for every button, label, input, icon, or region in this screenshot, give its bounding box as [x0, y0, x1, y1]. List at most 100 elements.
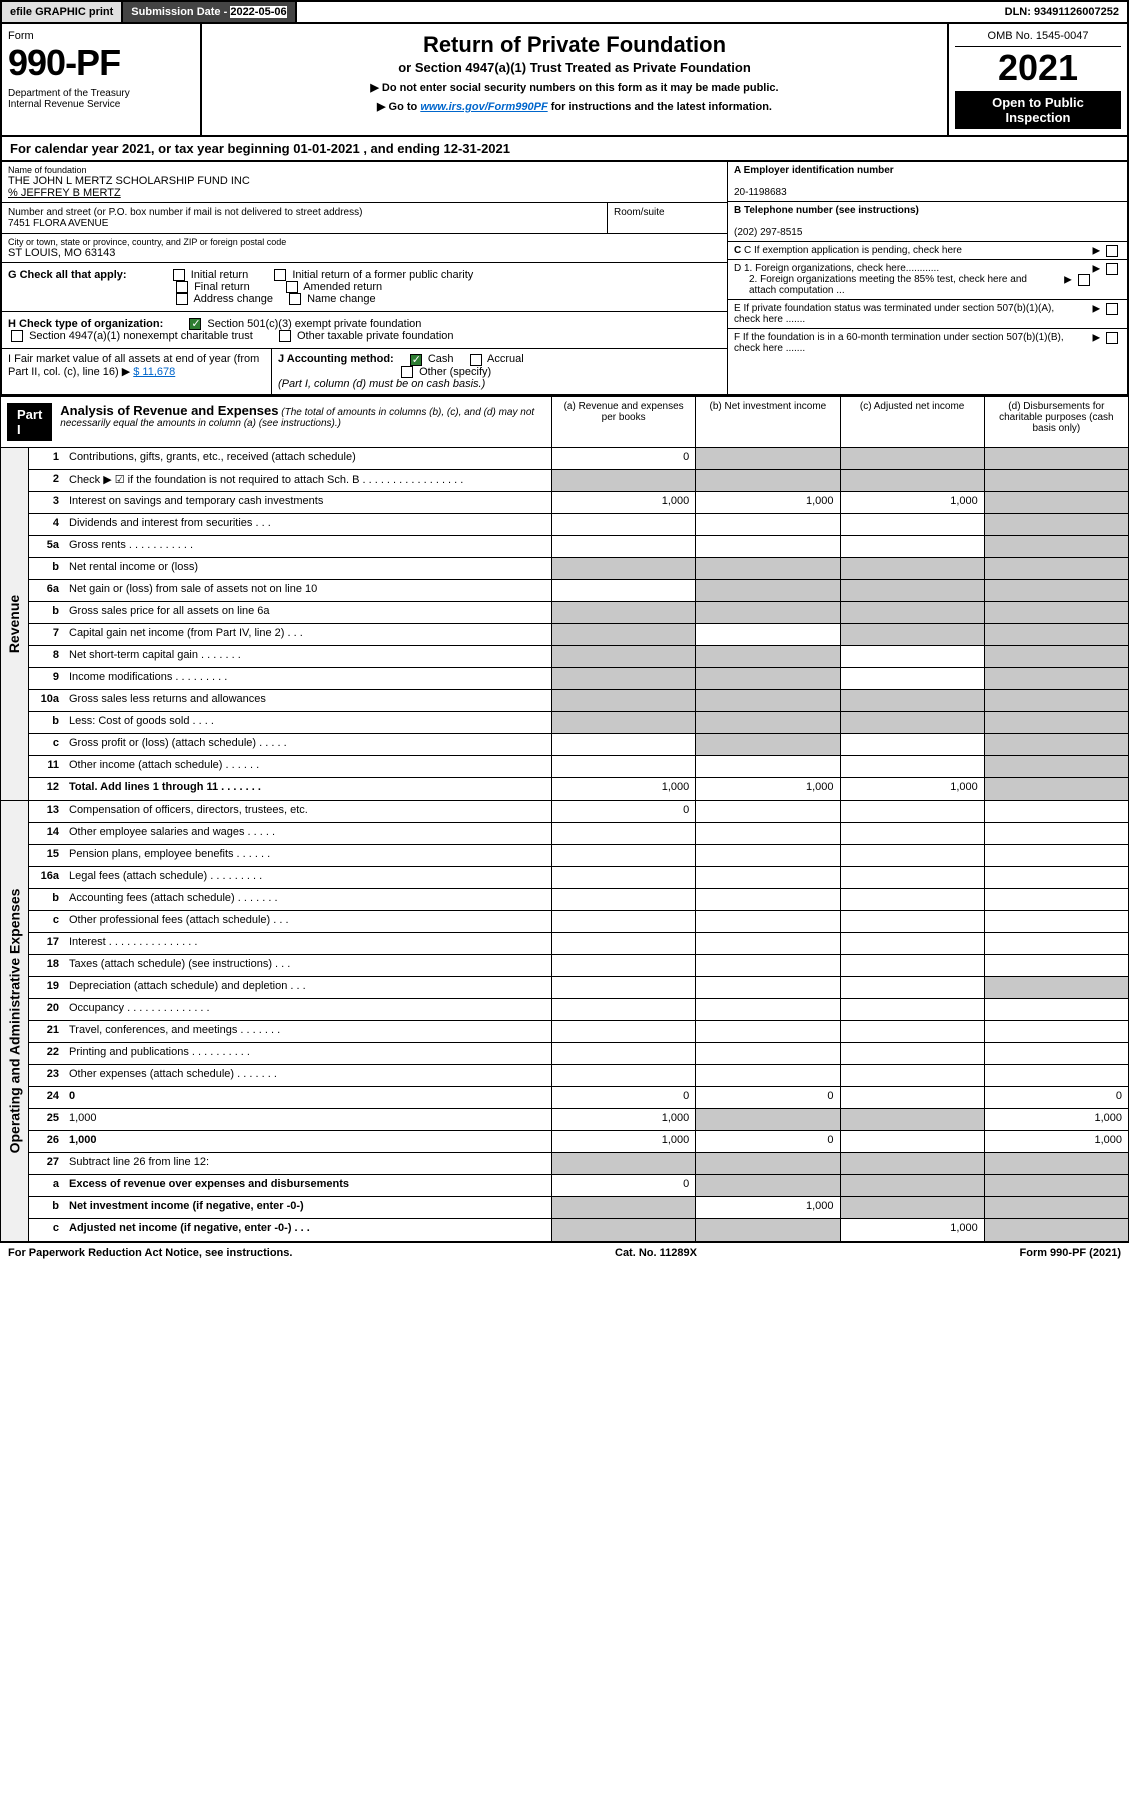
header-right: OMB No. 1545-0047 2021 Open to Public In… — [947, 24, 1127, 135]
h-label: H Check type of organization: — [8, 318, 163, 330]
dept-treasury: Department of the Treasury Internal Reve… — [8, 88, 194, 110]
j-accrual: Accrual — [487, 353, 524, 365]
room-cell: Room/suite — [607, 203, 727, 233]
form-subtitle: or Section 4947(a)(1) Trust Treated as P… — [210, 60, 939, 75]
g-opt-4: Address change — [193, 293, 273, 305]
checkbox-initial-return-former[interactable] — [274, 269, 286, 281]
open-public-badge: Open to Public Inspection — [955, 91, 1121, 129]
line-25: 251,0001,0001,000 — [29, 1109, 1128, 1131]
checkbox-address-change[interactable] — [176, 293, 188, 305]
line-1: 1Contributions, gifts, grants, etc., rec… — [29, 448, 1128, 470]
line-19: 19Depreciation (attach schedule) and dep… — [29, 977, 1128, 999]
b-label: B Telephone number (see instructions) — [734, 205, 919, 216]
line-16c: cOther professional fees (attach schedul… — [29, 911, 1128, 933]
j-cash: Cash — [428, 353, 454, 365]
addr-value: 7451 FLORA AVENUE — [8, 218, 601, 229]
care-of: % JEFFREY B MERTZ — [8, 187, 721, 199]
addr-label: Number and street (or P.O. box number if… — [8, 207, 601, 218]
name-label: Name of foundation — [8, 165, 721, 175]
page-footer: For Paperwork Reduction Act Notice, see … — [0, 1242, 1129, 1263]
checkbox-final-return[interactable] — [176, 281, 188, 293]
h-opt-1: Section 501(c)(3) exempt private foundat… — [207, 318, 421, 330]
info-left-column: Name of foundation THE JOHN L MERTZ SCHO… — [2, 162, 727, 394]
checkbox-initial-return[interactable] — [173, 269, 185, 281]
a-value: 20-1198683 — [734, 187, 787, 198]
g-opt-0: Initial return — [191, 269, 248, 281]
section-h: H Check type of organization: Section 50… — [2, 312, 727, 349]
revenue-side-label: Revenue — [1, 448, 29, 800]
efile-print-button[interactable]: efile GRAPHIC print — [2, 2, 123, 22]
room-label: Room/suite — [614, 207, 721, 218]
a-label: A Employer identification number — [734, 165, 894, 176]
g-label: G Check all that apply: — [8, 269, 127, 281]
footer-center: Cat. No. 11289X — [615, 1247, 697, 1259]
col-a-header: (a) Revenue and expenses per books — [551, 397, 695, 447]
line-27: 27Subtract line 26 from line 12: — [29, 1153, 1128, 1175]
name-value: THE JOHN L MERTZ SCHOLARSHIP FUND INC — [8, 175, 721, 187]
d1-label: D 1. Foreign organizations, check here..… — [734, 263, 939, 274]
header-left: Form 990-PF Department of the Treasury I… — [2, 24, 202, 135]
checkbox-f[interactable] — [1106, 332, 1118, 344]
checkbox-cash[interactable] — [410, 354, 422, 366]
g-opt-1: Initial return of a former public charit… — [292, 269, 473, 281]
line-27c: cAdjusted net income (if negative, enter… — [29, 1219, 1128, 1241]
omb-number: OMB No. 1545-0047 — [955, 30, 1121, 47]
f-label: F If the foundation is in a 60-month ter… — [734, 332, 1064, 354]
line-23: 23Other expenses (attach schedule) . . .… — [29, 1065, 1128, 1087]
b-value: (202) 297-8515 — [734, 227, 802, 238]
section-f: F If the foundation is in a 60-month ter… — [728, 329, 1127, 357]
expenses-side-label: Operating and Administrative Expenses — [1, 801, 29, 1241]
col-b-header: (b) Net investment income — [695, 397, 839, 447]
address-cell: Number and street (or P.O. box number if… — [2, 203, 607, 233]
part1-badge: Part I — [7, 403, 52, 441]
checkbox-amended-return[interactable] — [286, 281, 298, 293]
dln-number: DLN: 93491126007252 — [997, 2, 1127, 22]
instr2-pre: ▶ Go to — [377, 101, 420, 113]
j-other: Other (specify) — [419, 366, 491, 378]
line-21: 21Travel, conferences, and meetings . . … — [29, 1021, 1128, 1043]
checkbox-other-method[interactable] — [401, 366, 413, 378]
line-13: 13Compensation of officers, directors, t… — [29, 801, 1128, 823]
line-27a: aExcess of revenue over expenses and dis… — [29, 1175, 1128, 1197]
checkbox-e[interactable] — [1106, 303, 1118, 315]
line-20: 20Occupancy . . . . . . . . . . . . . . — [29, 999, 1128, 1021]
h-opt-2: Section 4947(a)(1) nonexempt charitable … — [29, 330, 253, 342]
h-opt-3: Other taxable private foundation — [297, 330, 454, 342]
checkbox-c[interactable] — [1106, 245, 1118, 257]
checkbox-4947a1[interactable] — [11, 330, 23, 342]
telephone-cell: B Telephone number (see instructions) (2… — [728, 202, 1127, 242]
checkbox-d2[interactable] — [1078, 274, 1090, 286]
line-6b: bGross sales price for all assets on lin… — [29, 602, 1128, 624]
revenue-section: Revenue 1Contributions, gifts, grants, e… — [0, 448, 1129, 801]
ein-cell: A Employer identification number 20-1198… — [728, 162, 1127, 202]
section-ij: I Fair market value of all assets at end… — [2, 349, 727, 393]
col-c-header: (c) Adjusted net income — [840, 397, 984, 447]
instr2-post: for instructions and the latest informat… — [548, 101, 772, 113]
checkbox-other-taxable[interactable] — [279, 330, 291, 342]
line-16a: 16aLegal fees (attach schedule) . . . . … — [29, 867, 1128, 889]
form-label: Form — [8, 30, 194, 42]
subdate-value: 2022-05-06 — [230, 6, 286, 18]
checkbox-name-change[interactable] — [289, 293, 301, 305]
checkbox-d1[interactable] — [1106, 263, 1118, 275]
part1-title-cell: Part I Analysis of Revenue and Expenses … — [1, 397, 551, 447]
irs-link[interactable]: www.irs.gov/Form990PF — [420, 101, 547, 113]
line-7: 7Capital gain net income (from Part IV, … — [29, 624, 1128, 646]
instruction-1: ▶ Do not enter social security numbers o… — [210, 81, 939, 94]
top-bar: efile GRAPHIC print Submission Date - 20… — [0, 0, 1129, 24]
j-note: (Part I, column (d) must be on cash basi… — [278, 378, 485, 390]
line-5a: 5aGross rents . . . . . . . . . . . — [29, 536, 1128, 558]
form-number: 990-PF — [8, 42, 194, 84]
form-title: Return of Private Foundation — [210, 32, 939, 58]
checkbox-501c3[interactable] — [189, 318, 201, 330]
d2-label: 2. Foreign organizations meeting the 85%… — [734, 274, 1044, 296]
checkbox-accrual[interactable] — [470, 354, 482, 366]
header-center: Return of Private Foundation or Section … — [202, 24, 947, 135]
form-header: Form 990-PF Department of the Treasury I… — [0, 24, 1129, 137]
section-i: I Fair market value of all assets at end… — [2, 349, 272, 393]
line-9: 9Income modifications . . . . . . . . . — [29, 668, 1128, 690]
line-16b: bAccounting fees (attach schedule) . . .… — [29, 889, 1128, 911]
g-opt-3: Amended return — [303, 281, 382, 293]
col-d-header: (d) Disbursements for charitable purpose… — [984, 397, 1128, 447]
line-10a: 10aGross sales less returns and allowanc… — [29, 690, 1128, 712]
